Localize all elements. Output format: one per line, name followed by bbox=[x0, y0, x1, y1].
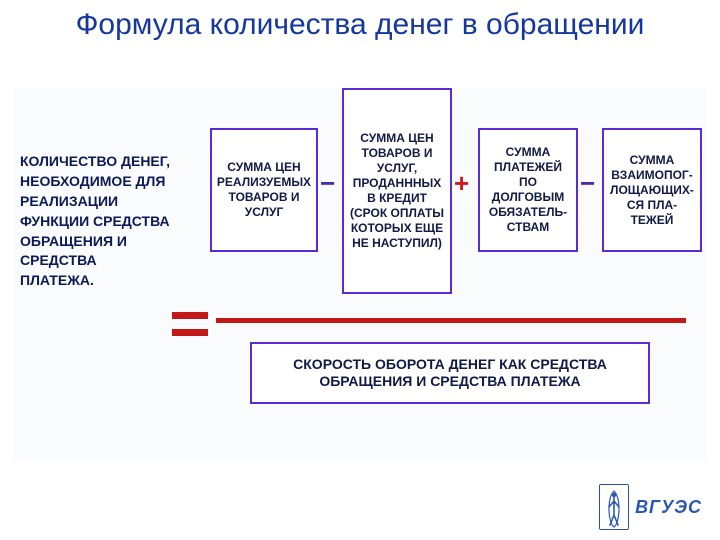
box-debt-payments: СУММА ПЛАТЕЖЕЙ ПО ДОЛГОВЫМ ОБЯЗАТЕЛЬ- СТ… bbox=[478, 128, 578, 252]
box-label: СУММА ВЗАИМОПОГ- ЛОЩАЮЩИХ- СЯ ПЛА- ТЕЖЕЙ bbox=[608, 153, 696, 228]
plus-icon: + bbox=[454, 170, 469, 196]
footer-logo: ВГУЭС bbox=[599, 484, 702, 530]
box-label: СУММА ПЛАТЕЖЕЙ ПО ДОЛГОВЫМ ОБЯЗАТЕЛЬ- СТ… bbox=[484, 145, 572, 235]
slide: Формула количества денег в обращении КОЛ… bbox=[0, 0, 720, 540]
box-credit-sales: СУММА ЦЕН ТОВАРОВ И УСЛУГ, ПРОДАНННЫХ В … bbox=[342, 88, 452, 294]
box-label: СУММА ЦЕН РЕАЛИЗУЕМЫХ ТОВАРОВ И УСЛУГ bbox=[216, 160, 312, 220]
equals-bar-top bbox=[172, 312, 208, 319]
fraction-bar bbox=[216, 318, 686, 323]
box-offsetting-payments: СУММА ВЗАИМОПОГ- ЛОЩАЮЩИХ- СЯ ПЛА- ТЕЖЕЙ bbox=[602, 128, 702, 252]
equals-icon bbox=[172, 312, 208, 336]
equals-bar-bottom bbox=[172, 329, 208, 336]
slide-title: Формула количества денег в обращении bbox=[0, 0, 720, 43]
minus-icon: − bbox=[580, 170, 595, 196]
lhs-text: КОЛИЧЕСТВО ДЕНЕГ, НЕОБХОДИМОЕ ДЛЯ РЕАЛИЗ… bbox=[20, 152, 174, 291]
formula-diagram: КОЛИЧЕСТВО ДЕНЕГ, НЕОБХОДИМОЕ ДЛЯ РЕАЛИЗ… bbox=[14, 88, 706, 460]
logo-text: ВГУЭС bbox=[635, 497, 702, 518]
box-label: СУММА ЦЕН ТОВАРОВ И УСЛУГ, ПРОДАНННЫХ В … bbox=[348, 131, 446, 251]
logo-figure-icon bbox=[599, 484, 629, 530]
slide-title-text: Формула количества денег в обращении bbox=[76, 8, 645, 41]
minus-icon: − bbox=[320, 170, 335, 196]
box-label: СКОРОСТЬ ОБОРОТА ДЕНЕГ КАК СРЕДСТВА ОБРА… bbox=[256, 356, 644, 391]
box-prices-sold: СУММА ЦЕН РЕАЛИЗУЕМЫХ ТОВАРОВ И УСЛУГ bbox=[210, 128, 318, 252]
box-velocity: СКОРОСТЬ ОБОРОТА ДЕНЕГ КАК СРЕДСТВА ОБРА… bbox=[250, 342, 650, 404]
